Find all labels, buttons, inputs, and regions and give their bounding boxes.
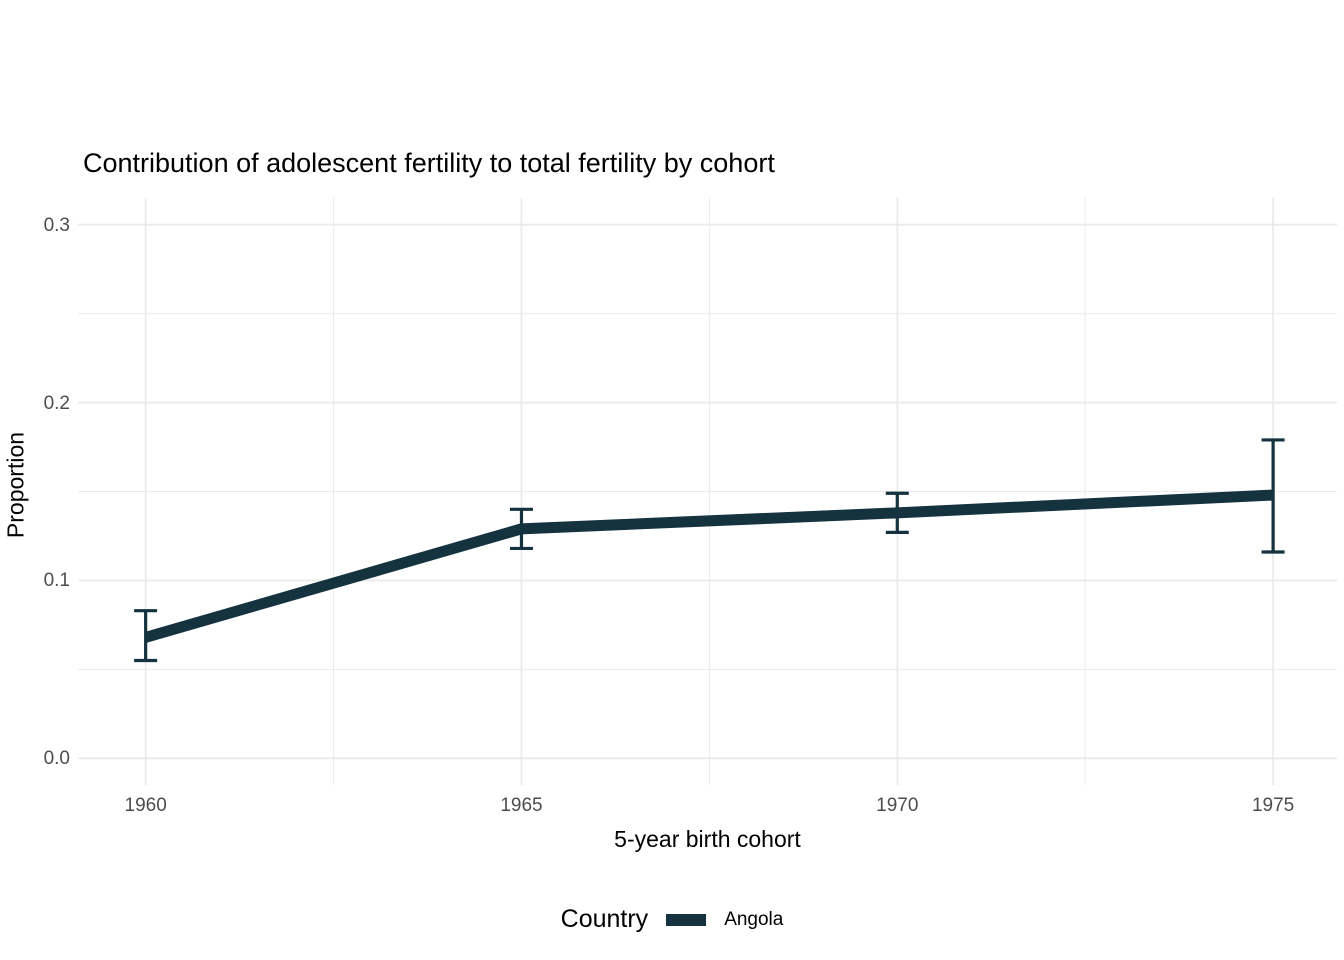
x-tick-label: 1965 xyxy=(500,795,543,816)
x-tick-label: 1960 xyxy=(124,795,167,816)
legend: Country Angola xyxy=(0,905,1344,934)
y-tick-label: 0.3 xyxy=(43,214,70,236)
x-axis-title: 5-year birth cohort xyxy=(614,826,801,852)
y-tick-label: 0.1 xyxy=(43,570,70,592)
y-tick-label: 0.2 xyxy=(43,392,70,414)
y-axis-title: Proportion xyxy=(2,431,29,539)
chart-title: Contribution of adolescent fertility to … xyxy=(83,148,775,178)
legend-entry-label: Angola xyxy=(724,908,784,930)
x-tick-label: 1975 xyxy=(1251,795,1295,816)
y-tick-label: 0.0 xyxy=(43,748,70,770)
x-tick-label: 1970 xyxy=(876,795,919,816)
data-line-angola xyxy=(144,489,1274,643)
legend-title: Country xyxy=(560,905,649,933)
legend-line-swatch xyxy=(666,913,707,926)
